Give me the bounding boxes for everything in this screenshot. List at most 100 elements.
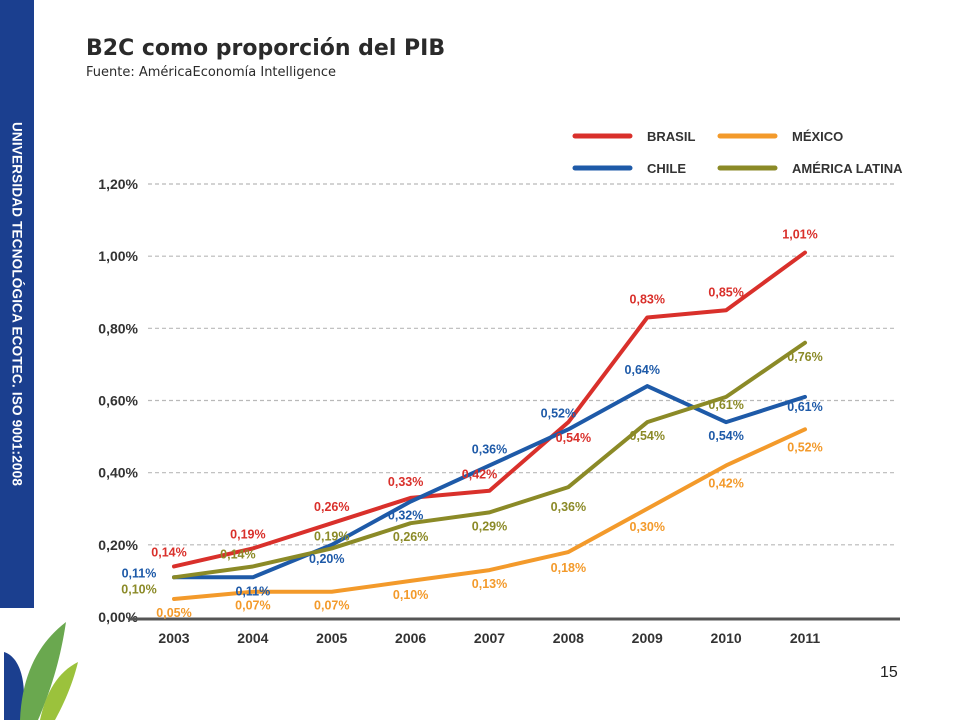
data-label: 0,11% bbox=[122, 566, 157, 580]
x-tick-label: 2010 bbox=[711, 630, 742, 646]
data-label: 0,11% bbox=[235, 584, 270, 598]
x-tick-label: 2004 bbox=[237, 630, 268, 646]
data-point bbox=[566, 427, 570, 431]
data-label: 0,85% bbox=[708, 285, 743, 299]
data-label: 0,42% bbox=[462, 468, 497, 482]
data-label: 0,14% bbox=[151, 545, 186, 559]
x-tick-label: 2006 bbox=[395, 630, 426, 646]
data-label: 0,36% bbox=[551, 500, 586, 514]
y-tick-label: 0,20% bbox=[98, 537, 138, 553]
data-label: 0,52% bbox=[787, 440, 822, 454]
y-tick-label: 0,80% bbox=[98, 320, 138, 336]
data-point bbox=[803, 427, 807, 431]
legend-label: CHILE bbox=[647, 161, 686, 176]
data-point bbox=[330, 546, 334, 550]
logo-green-leaf bbox=[20, 622, 66, 720]
data-label: 0,36% bbox=[472, 442, 507, 456]
data-label: 0,54% bbox=[708, 429, 743, 443]
line-chart: 0,00% 0,20% 0,40% 0,60% 0,80% 1,00% 1,20% 2003 2… bbox=[98, 129, 903, 646]
data-label: 0,54% bbox=[630, 429, 665, 443]
y-tick-label: 0,40% bbox=[98, 465, 138, 481]
data-point bbox=[724, 308, 728, 312]
data-labels: 0,14% 0,19% 0,26% 0,33% 0,42% 0,54% 0,83% 0,85%… bbox=[121, 228, 822, 620]
data-label: 0,52% bbox=[541, 406, 576, 420]
data-point bbox=[645, 316, 649, 320]
data-label: 0,10% bbox=[393, 588, 428, 602]
data-point bbox=[488, 568, 491, 572]
data-label: 0,64% bbox=[625, 363, 660, 377]
data-label: 0,42% bbox=[708, 476, 743, 490]
data-label: 0,10% bbox=[121, 582, 156, 596]
data-label: 1,01% bbox=[782, 228, 817, 242]
data-point bbox=[803, 341, 807, 345]
data-point bbox=[803, 251, 807, 255]
data-label: 0,26% bbox=[393, 530, 428, 544]
data-point bbox=[724, 395, 728, 399]
data-point bbox=[645, 420, 649, 424]
data-point bbox=[172, 597, 176, 601]
data-label: 0,13% bbox=[472, 577, 507, 591]
data-point bbox=[409, 500, 413, 504]
data-label: 0,20% bbox=[309, 552, 344, 566]
legend-label: AMÉRICA LATINA bbox=[792, 161, 903, 176]
data-label: 0,18% bbox=[551, 561, 586, 575]
data-point bbox=[409, 496, 413, 500]
data-point bbox=[566, 420, 570, 424]
data-point bbox=[566, 485, 570, 489]
side-banner-text: UNIVERSIDAD TECNOLÓGICA ECOTEC. ISO 9001… bbox=[9, 121, 25, 487]
x-tick-label: 2008 bbox=[553, 630, 584, 646]
data-point bbox=[330, 590, 334, 594]
data-label: 0,29% bbox=[472, 519, 507, 533]
data-point bbox=[488, 489, 491, 493]
axes: 0,00% 0,20% 0,40% 0,60% 0,80% 1,00% 1,20% 2003 2… bbox=[98, 176, 900, 646]
data-point bbox=[251, 546, 255, 550]
x-tick-label: 2005 bbox=[316, 630, 347, 646]
data-label: 0,83% bbox=[630, 293, 665, 307]
logo-blue-leaf bbox=[4, 652, 24, 720]
data-label: 0,14% bbox=[220, 547, 255, 561]
data-point bbox=[330, 521, 334, 525]
grid-lines bbox=[148, 183, 895, 546]
y-tick-label: 1,00% bbox=[98, 248, 138, 264]
x-tick-label: 2011 bbox=[790, 630, 821, 646]
data-label: 0,76% bbox=[787, 350, 822, 364]
data-label: 0,19% bbox=[314, 529, 349, 543]
series-lines bbox=[172, 250, 807, 601]
data-point bbox=[409, 521, 413, 525]
logo-light-leaf bbox=[40, 662, 78, 720]
legend-label: MÉXICO bbox=[792, 129, 843, 144]
y-tick-label: 0,00% bbox=[98, 609, 138, 625]
x-tick-label: 2009 bbox=[632, 630, 663, 646]
data-point bbox=[724, 420, 728, 424]
data-point bbox=[251, 575, 255, 579]
data-label: 0,30% bbox=[630, 520, 665, 534]
data-point bbox=[724, 463, 728, 467]
data-label: 0,61% bbox=[787, 400, 822, 414]
legend-label: BRASIL bbox=[647, 129, 695, 144]
data-point bbox=[645, 384, 649, 388]
data-label: 0,05% bbox=[156, 606, 191, 620]
data-label: 0,07% bbox=[235, 599, 270, 613]
data-label: 0,26% bbox=[314, 500, 349, 514]
data-point bbox=[251, 590, 255, 594]
x-tick-label: 2003 bbox=[158, 630, 189, 646]
data-point bbox=[172, 575, 176, 579]
university-logo bbox=[4, 622, 78, 720]
side-banner: UNIVERSIDAD TECNOLÓGICA ECOTEC. ISO 9001… bbox=[0, 0, 34, 608]
data-label: 0,54% bbox=[556, 431, 591, 445]
legend: BRASIL CHILE MÉXICO AMÉRICA LATINA bbox=[572, 129, 903, 176]
data-point bbox=[251, 564, 255, 568]
x-tick-label: 2007 bbox=[474, 630, 505, 646]
y-tick-label: 1,20% bbox=[98, 176, 138, 192]
data-point bbox=[409, 579, 413, 583]
data-label: 0,07% bbox=[314, 599, 349, 613]
data-label: 0,19% bbox=[230, 527, 265, 541]
data-point bbox=[803, 395, 807, 399]
page-number: 15 bbox=[880, 664, 898, 681]
data-point bbox=[566, 550, 570, 554]
data-point bbox=[488, 463, 491, 467]
slide-title: B2C como proporción del PIB bbox=[86, 36, 446, 61]
data-label: 0,32% bbox=[388, 509, 423, 523]
data-point bbox=[172, 564, 176, 568]
slide-subtitle: Fuente: AméricaEconomía Intelligence bbox=[86, 65, 336, 80]
